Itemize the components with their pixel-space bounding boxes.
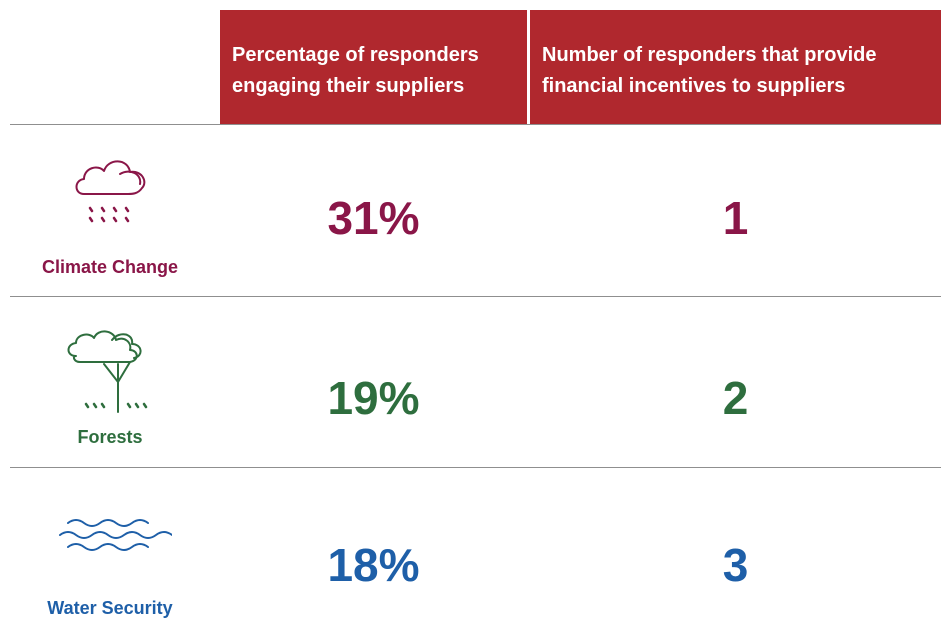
water-icon: [59, 519, 172, 551]
header-cell: Number of responders that provide financ…: [530, 10, 941, 124]
row-divider: [10, 467, 941, 468]
percentage: 31%: [327, 192, 420, 244]
tree-icon: [67, 330, 148, 413]
cloud-rain-icon: [75, 160, 146, 223]
incentives: 1: [722, 192, 749, 244]
row-label: Climate Change: [41, 257, 179, 277]
percentage: 19%: [327, 372, 420, 424]
incentives: 2: [722, 372, 749, 424]
row-divider: [10, 124, 941, 125]
incentives: 3: [722, 539, 749, 591]
header-cell: Percentage of responders engaging their …: [220, 10, 527, 124]
row-label: Water Security: [47, 598, 173, 618]
row-label: Forests: [77, 427, 143, 447]
row-divider: [10, 296, 941, 297]
percentage: 18%: [327, 539, 420, 591]
